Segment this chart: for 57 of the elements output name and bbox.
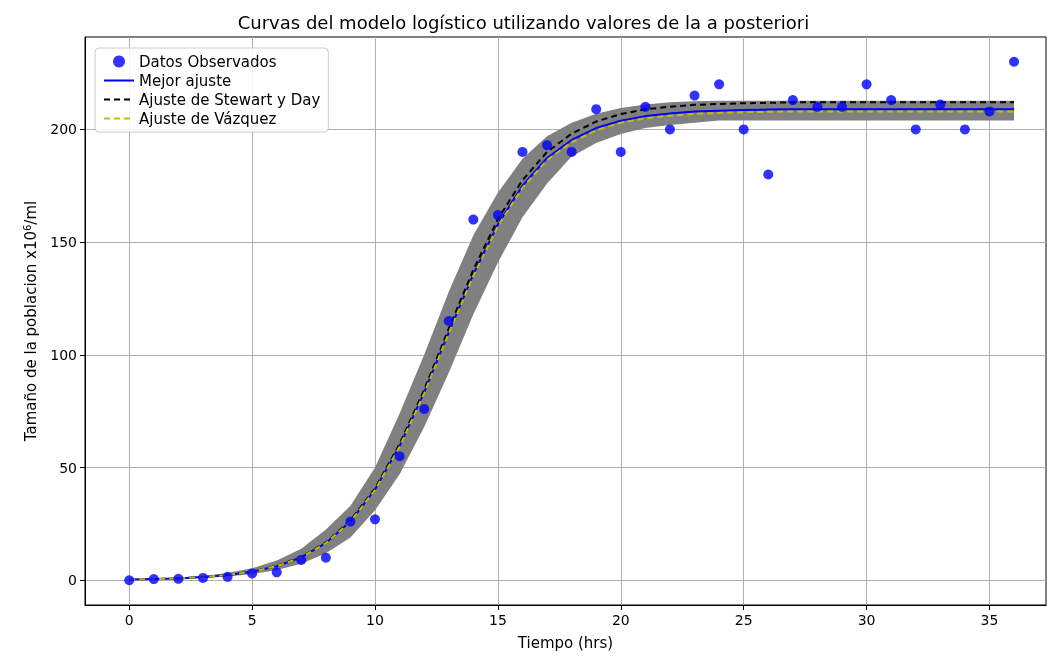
point — [861, 79, 872, 90]
y-tick-label: 150 — [50, 234, 77, 251]
y-tick-label: 100 — [50, 346, 77, 363]
point — [345, 516, 356, 527]
point — [615, 146, 626, 157]
point — [148, 574, 159, 585]
point — [959, 124, 970, 135]
x-tick-label: 5 — [247, 612, 257, 628]
point — [394, 451, 405, 462]
point — [517, 146, 528, 157]
point — [320, 552, 331, 563]
x-tick-label: 35 — [980, 612, 999, 628]
point — [419, 403, 430, 414]
point — [984, 106, 995, 117]
point — [591, 104, 602, 115]
point — [763, 169, 774, 180]
x-tick-label: 10 — [366, 612, 384, 628]
point — [1009, 56, 1020, 67]
x-tick-label: 0 — [124, 612, 134, 628]
y-tick-label: 0 — [68, 572, 77, 589]
point — [566, 146, 577, 157]
x-tick-label: 15 — [489, 612, 507, 628]
y-tick-label: 200 — [50, 121, 77, 138]
point — [542, 140, 553, 151]
y-axis-title: Tamaño de la poblacion x106/ml — [21, 200, 40, 443]
point — [222, 571, 233, 582]
point — [468, 214, 479, 225]
point — [197, 572, 208, 583]
point — [689, 90, 700, 101]
x-tick-label: 30 — [857, 612, 876, 628]
point — [714, 79, 725, 90]
point — [837, 101, 847, 112]
legend-label: Datos Observados — [139, 52, 277, 71]
legend-label: Mejor ajuste — [139, 71, 232, 90]
legend-label: Ajuste de Stewart y Day — [139, 90, 321, 109]
point — [173, 573, 184, 584]
point — [247, 568, 258, 579]
point — [738, 124, 749, 135]
point — [787, 95, 798, 106]
x-tick-label: 20 — [611, 612, 630, 628]
y-tick-label: 50 — [59, 459, 77, 476]
x-tick-label: 25 — [734, 612, 753, 628]
legend-label: Ajuste de Vázquez — [139, 109, 277, 128]
point — [664, 124, 675, 135]
point — [812, 101, 823, 112]
point — [443, 316, 454, 326]
point — [935, 99, 946, 110]
point — [296, 554, 307, 565]
chart-title: Curvas del modelo logístico utilizando valores de la a posteriori — [237, 11, 810, 33]
point — [370, 514, 381, 525]
point — [910, 124, 921, 135]
point — [124, 575, 135, 586]
point — [886, 95, 897, 106]
point — [271, 567, 282, 578]
x-axis-title: Tiempo (hrs) — [516, 633, 614, 652]
point — [640, 101, 651, 112]
point — [492, 210, 503, 221]
